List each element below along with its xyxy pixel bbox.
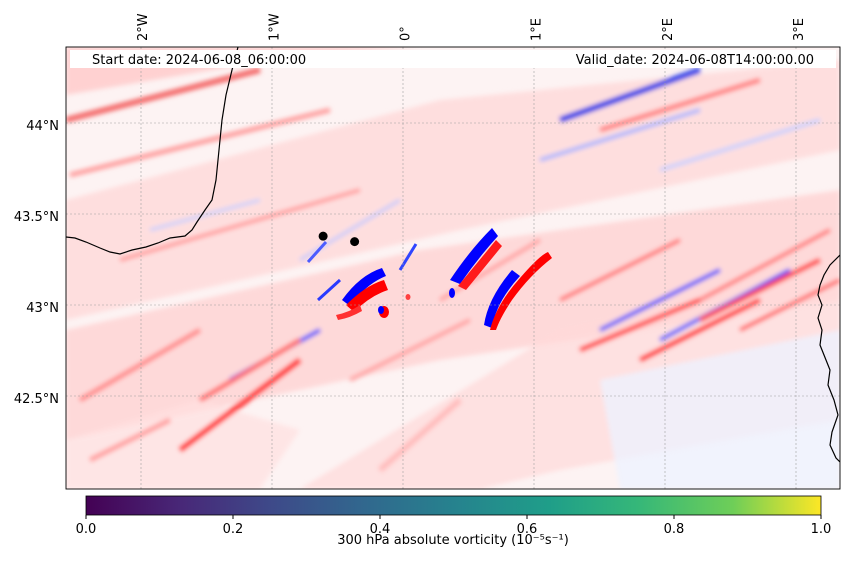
colorbar: 0.0 0.2 0.4 0.6 0.8 1.0 300 hPa absolute vort… (76, 495, 832, 548)
vorticity-core (306, 228, 552, 330)
y-tick-label: 43.5°N (14, 210, 59, 225)
x-tick-label: 3°E (792, 18, 807, 41)
map-frame (65, 46, 841, 490)
colorbar-label: 300 hPa absolute vorticity (10⁻⁵s⁻¹) (337, 533, 569, 548)
colorbar-tick-label: 0.6 (517, 522, 538, 537)
colorbar-tick-label: 0.0 (76, 522, 97, 537)
latitude-ticks: 44°N 43.5°N 43°N 42.5°N (14, 119, 59, 407)
y-tick-label: 43°N (26, 301, 59, 316)
coastlines (66, 47, 840, 463)
colorbar-tick-label: 1.0 (811, 522, 832, 537)
station-markers (318, 231, 360, 247)
start-date-label: Start date: 2024-06-08_06:00:00 (92, 53, 306, 68)
y-tick-label: 44°N (26, 119, 59, 134)
gridlines (66, 47, 840, 489)
colorbar-ramp (85, 495, 822, 516)
colorbar-ticks: 0.0 0.2 0.4 0.6 0.8 1.0 (76, 515, 832, 537)
colorbar-tick-label: 0.8 (664, 522, 685, 537)
valid-date-label: Valid_date: 2024-06-08T14:00:00.00 (576, 53, 814, 68)
x-tick-label: 2°W (136, 13, 151, 41)
station-marker (318, 231, 328, 241)
header-strip (70, 50, 836, 68)
colorbar-tick-label: 0.4 (370, 522, 391, 537)
station-marker (350, 237, 360, 247)
longitude-ticks: 2°W 1°W 0° 1°E 2°E 3°E (136, 13, 807, 41)
x-tick-label: 2°E (661, 18, 676, 41)
map-panel: Start date: 2024-06-08_06:00:00 Valid_da… (65, 46, 841, 490)
y-tick-label: 42.5°N (14, 392, 59, 407)
vorticity-shading (66, 47, 840, 489)
colorbar-tick-label: 0.2 (223, 522, 244, 537)
x-tick-label: 1°E (530, 18, 545, 41)
x-tick-label: 1°W (267, 13, 282, 41)
x-tick-label: 0° (398, 26, 413, 41)
